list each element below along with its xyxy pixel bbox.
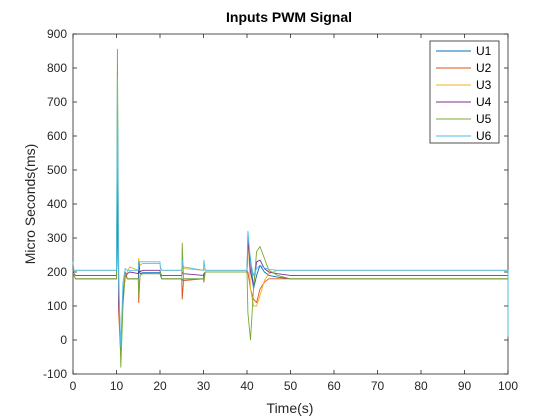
- y-tick-label: 200: [47, 265, 67, 279]
- x-tick-label: 100: [498, 379, 518, 393]
- x-tick-label: 80: [414, 379, 428, 393]
- series-layer: [72, 48, 509, 368]
- series-line-u5: [72, 48, 509, 368]
- y-tick-label: 700: [47, 95, 67, 109]
- x-tick-label: 0: [70, 379, 77, 393]
- y-tick-label: 500: [47, 163, 67, 177]
- chart-title: Inputs PWM Signal: [226, 9, 352, 25]
- y-tick-label: 100: [47, 299, 67, 313]
- legend-label-u6: U6: [476, 129, 492, 143]
- y-tick-label: 0: [60, 333, 67, 347]
- legend-label-u4: U4: [476, 95, 492, 109]
- legend-label-u2: U2: [476, 61, 492, 75]
- x-tick-label: 60: [327, 379, 341, 393]
- legend-label-u3: U3: [476, 78, 492, 92]
- y-tick-label: 600: [47, 129, 67, 143]
- legend-box: [429, 40, 500, 144]
- y-tick-label: 900: [47, 27, 67, 41]
- x-axis-label: Time(s): [267, 400, 314, 416]
- x-tick-label: 70: [371, 379, 385, 393]
- y-tick-label: 800: [47, 61, 67, 75]
- y-tick-label: -100: [43, 367, 67, 381]
- x-tick-label: 40: [240, 379, 254, 393]
- ticks-layer: 0 10 20 30 40 50 60 70 80 90 100-10001002003004005…: [43, 27, 518, 393]
- x-tick-label: 10: [110, 379, 124, 393]
- series-line-u6: [72, 77, 509, 348]
- legend: U1 U2 U3 U4 U5 U6: [429, 40, 500, 144]
- x-tick-label: 30: [197, 379, 211, 393]
- legend-label-u5: U5: [476, 112, 492, 126]
- legend-label-u1: U1: [476, 44, 492, 58]
- y-tick-label: 400: [47, 197, 67, 211]
- x-tick-label: 90: [458, 379, 472, 393]
- y-tick-label: 300: [47, 231, 67, 245]
- x-tick-label: 20: [153, 379, 167, 393]
- y-axis-label: Micro Seconds(ms): [22, 144, 38, 265]
- x-tick-label: 50: [284, 379, 298, 393]
